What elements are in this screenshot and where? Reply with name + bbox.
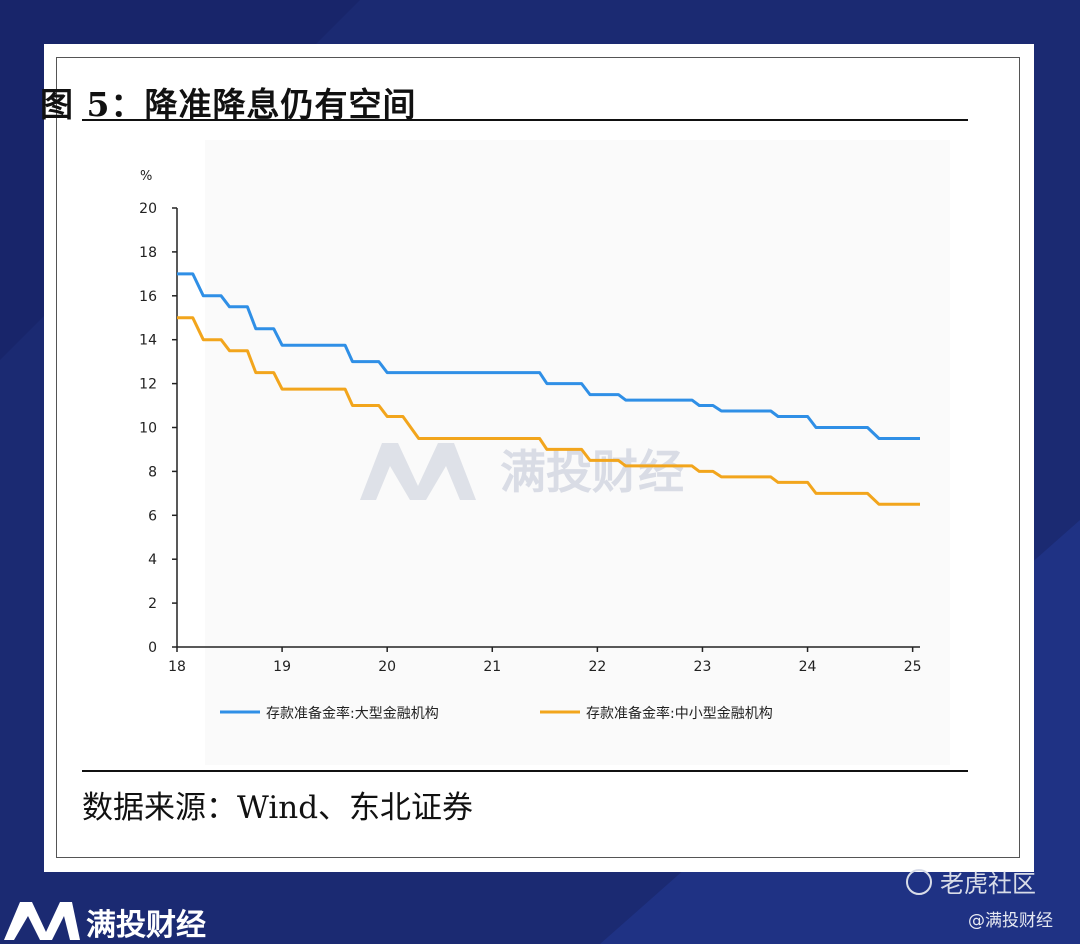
- handle-watermark: @满投财经: [968, 911, 1053, 931]
- community-watermark: 老虎社区: [906, 864, 1036, 899]
- center-watermark: 满投财经: [500, 445, 684, 499]
- y-tick-label: 18: [139, 245, 157, 261]
- y-tick-label: 8: [148, 464, 157, 480]
- x-tick-label: 25: [904, 659, 922, 675]
- series-lines: [177, 272, 920, 506]
- series-line-small-medium-institutions: [177, 316, 920, 506]
- center-watermark-logo: [360, 443, 476, 500]
- brand-logo-icon: [4, 902, 80, 940]
- y-tick-label: 16: [139, 289, 157, 305]
- y-tick-label: 14: [139, 333, 157, 349]
- y-ticks: 0 2 4 6 8 10 12 14 16 18 20: [139, 201, 177, 656]
- y-tick-label: 6: [148, 508, 157, 524]
- source-rule: [82, 770, 968, 772]
- x-tick-label: 21: [483, 659, 501, 675]
- x-tick-label: 24: [799, 659, 817, 675]
- x-tick-label: 19: [273, 659, 291, 675]
- y-tick-label: 2: [148, 596, 157, 612]
- y-axis-unit: %: [140, 169, 152, 184]
- tiger-icon: [906, 868, 932, 895]
- figure-title: 图 5：降准降息仍有空间: [40, 85, 417, 124]
- title-rule: [82, 119, 968, 121]
- x-tick-label: 18: [168, 659, 186, 675]
- figure-frame: [56, 57, 1020, 858]
- y-tick-label: 0: [148, 640, 157, 656]
- y-tick-label: 10: [139, 421, 157, 437]
- x-tick-label: 22: [588, 659, 606, 675]
- x-tick-label: 20: [378, 659, 396, 675]
- legend-label-large: 存款准备金率:大型金融机构: [266, 705, 439, 722]
- legend-label-small: 存款准备金率:中小型金融机构: [586, 705, 773, 722]
- plot-background: [205, 140, 950, 765]
- y-tick-label: 12: [139, 377, 157, 393]
- footer-brand: 满投财经: [86, 908, 206, 943]
- series-line-large-institutions: [177, 272, 920, 440]
- y-tick-label: 20: [139, 201, 157, 217]
- legend: 存款准备金率:大型金融机构 存款准备金率:中小型金融机构: [220, 705, 773, 722]
- x-ticks: 18 19 20 21 22 23 24 25: [168, 647, 922, 675]
- data-source: 数据来源：Wind、东北证券: [82, 790, 474, 826]
- community-label: 老虎社区: [940, 870, 1036, 898]
- x-tick-label: 23: [694, 659, 712, 675]
- y-tick-label: 4: [148, 552, 157, 568]
